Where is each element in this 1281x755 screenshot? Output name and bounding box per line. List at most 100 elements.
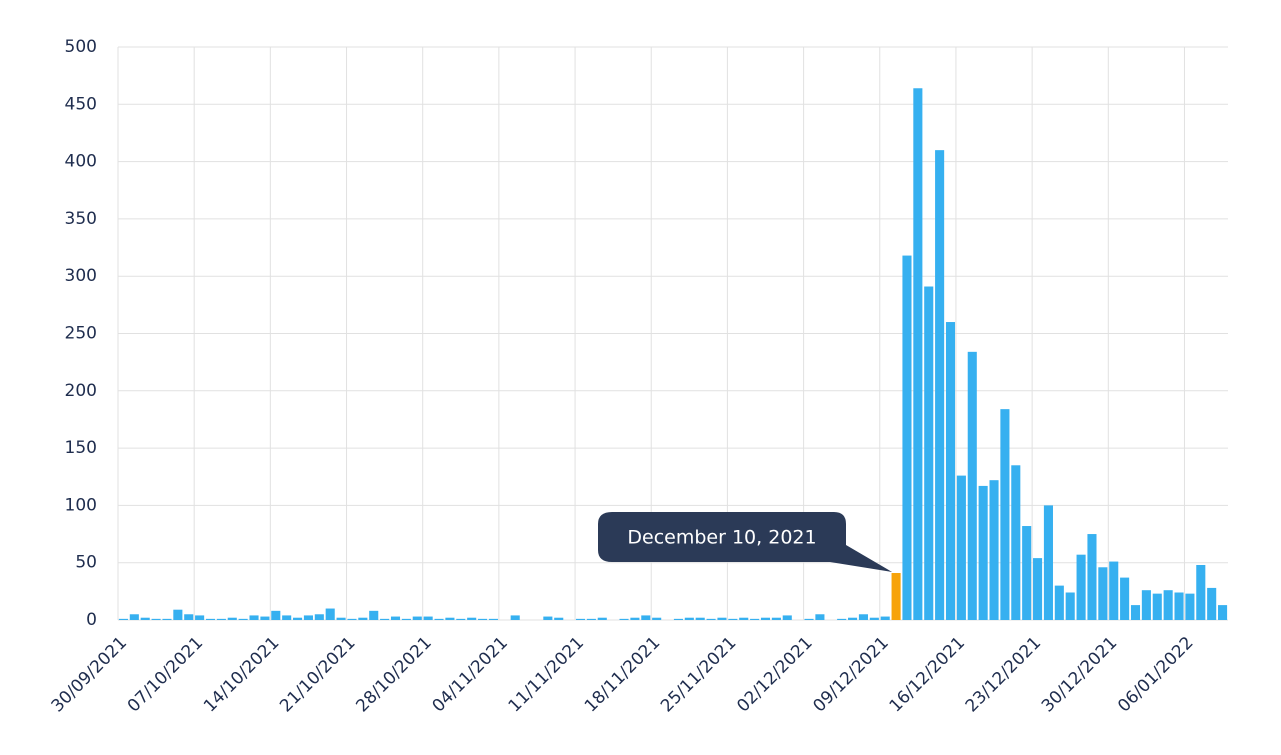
bar — [1000, 409, 1010, 620]
y-tick-label: 100 — [65, 495, 97, 515]
bar — [434, 618, 444, 620]
bar — [488, 618, 498, 620]
bar — [314, 614, 324, 620]
bar — [782, 615, 792, 620]
bar — [1087, 534, 1097, 620]
bar — [619, 618, 629, 620]
y-tick-label: 150 — [65, 438, 97, 458]
bar — [238, 618, 248, 620]
y-tick-label: 300 — [65, 266, 97, 286]
x-tick-label: 06/01/2022 — [1114, 633, 1197, 716]
bar — [771, 617, 781, 620]
bar — [1207, 587, 1217, 620]
bar — [935, 150, 945, 620]
bar — [1152, 593, 1162, 620]
bar — [369, 610, 379, 620]
bar — [293, 617, 303, 620]
bar — [390, 616, 401, 620]
bar — [869, 617, 879, 620]
bar — [423, 616, 433, 620]
x-tick-label: 11/11/2021 — [505, 633, 588, 716]
x-tick-label: 23/12/2021 — [962, 633, 1045, 716]
tooltip-box — [598, 512, 893, 573]
bar — [1218, 605, 1228, 620]
x-tick-label: 18/11/2021 — [581, 633, 664, 716]
tooltip: December 10, 2021 — [598, 512, 893, 573]
x-tick-label: 28/10/2021 — [352, 633, 435, 716]
y-tick-label: 200 — [65, 381, 97, 401]
y-tick-label: 350 — [65, 209, 97, 229]
bar — [412, 616, 422, 620]
bar — [1163, 590, 1173, 620]
bar — [1196, 564, 1206, 620]
bar — [837, 618, 847, 620]
x-tick-label: 25/11/2021 — [657, 633, 740, 716]
bar — [641, 615, 651, 620]
bar — [347, 618, 357, 620]
bar — [1022, 526, 1032, 620]
bar — [989, 480, 999, 620]
bar — [728, 618, 738, 620]
bar — [902, 255, 912, 620]
bar — [554, 617, 564, 620]
bar — [1141, 590, 1151, 620]
bar — [1109, 561, 1119, 620]
bar — [1130, 605, 1141, 620]
bar — [401, 618, 411, 620]
bar — [1043, 505, 1053, 620]
x-tick-label: 30/09/2021 — [48, 633, 131, 716]
y-tick-label: 250 — [65, 324, 97, 344]
bar — [129, 614, 139, 620]
x-tick-label: 21/10/2021 — [276, 633, 359, 716]
bar — [249, 615, 259, 620]
x-tick-label: 30/12/2021 — [1038, 633, 1121, 716]
bar — [597, 617, 607, 620]
bar — [815, 614, 825, 620]
bar — [673, 618, 683, 620]
bar — [478, 618, 488, 620]
bar — [260, 616, 270, 620]
bar — [760, 617, 771, 620]
bar — [445, 617, 455, 620]
bar — [586, 618, 596, 620]
bar — [380, 618, 390, 620]
y-tick-label: 500 — [65, 37, 97, 57]
bar — [891, 573, 901, 620]
bar — [706, 618, 716, 620]
bar — [184, 614, 194, 620]
bar — [1033, 558, 1043, 620]
bar — [1185, 593, 1195, 620]
y-tick-label: 0 — [86, 610, 97, 630]
bar — [162, 618, 172, 620]
bar — [848, 617, 858, 620]
bar — [140, 617, 150, 620]
bar — [336, 617, 346, 620]
y-tick-label: 450 — [65, 94, 97, 114]
bar — [543, 616, 553, 620]
x-tick-label: 14/10/2021 — [200, 633, 283, 716]
bar — [1065, 592, 1075, 620]
bar — [804, 618, 814, 620]
bar — [216, 618, 226, 620]
bar — [358, 617, 368, 620]
bar — [695, 617, 705, 620]
x-tick-label: 02/12/2021 — [733, 633, 816, 716]
y-tick-label: 50 — [75, 553, 97, 573]
bar — [282, 615, 292, 620]
bar — [750, 618, 760, 620]
bar — [717, 617, 727, 620]
bar — [1054, 585, 1064, 620]
bar — [924, 286, 934, 620]
bar — [945, 322, 956, 620]
bar — [205, 618, 216, 620]
x-tick-label: 07/10/2021 — [124, 633, 207, 716]
x-tick-label: 09/12/2021 — [809, 633, 892, 716]
bar — [967, 351, 977, 620]
bar — [467, 617, 477, 620]
bar — [978, 485, 988, 620]
bar — [456, 618, 466, 620]
bar — [173, 609, 183, 620]
bar — [1076, 554, 1086, 620]
bar — [118, 618, 128, 620]
